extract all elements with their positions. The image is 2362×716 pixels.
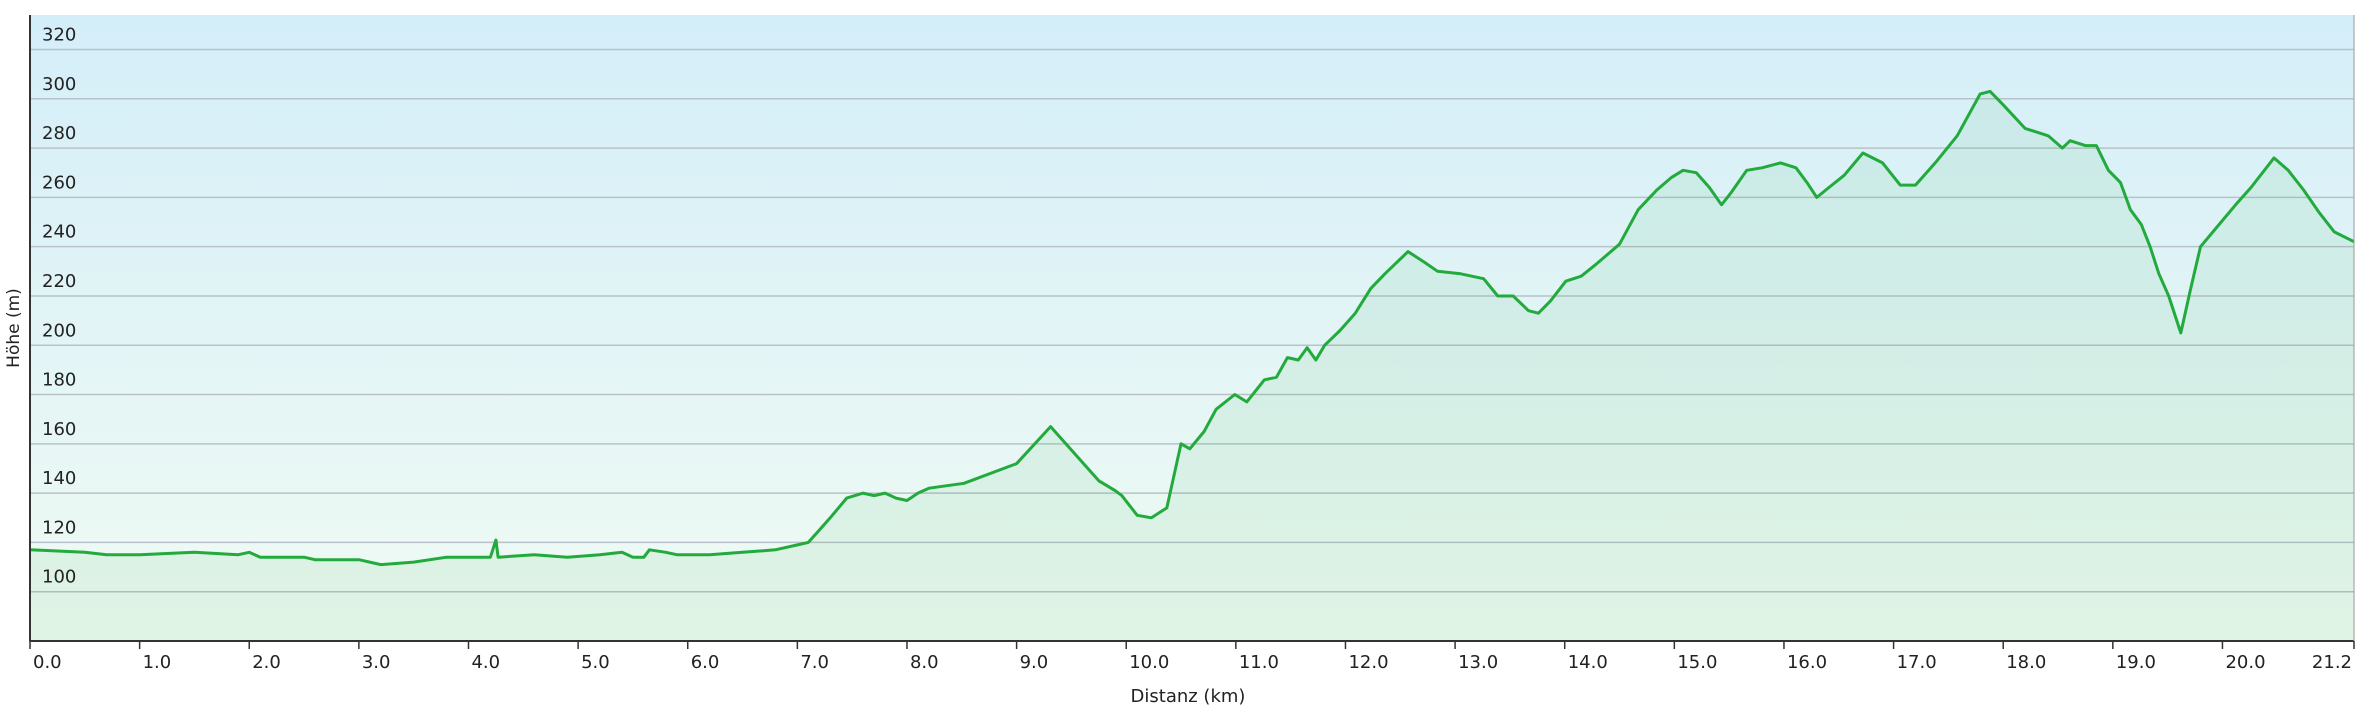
grid (30, 48, 2354, 593)
y-tick-label: 220 (42, 271, 76, 292)
x-tick-label: 20.0 (2225, 652, 2265, 673)
y-tick-label: 100 (42, 567, 76, 588)
y-tick-label: 240 (42, 222, 76, 243)
x-tick-label: 19.0 (2116, 652, 2156, 673)
y-axis-label: Höhe (m) (4, 288, 24, 368)
x-tick-label: 5.0 (581, 652, 610, 673)
x-tick-label: 8.0 (910, 652, 939, 673)
elevation-line (29, 89, 2355, 567)
y-tick-label: 160 (42, 419, 76, 440)
x-tick-label: 12.0 (1348, 652, 1388, 673)
x-tick-label: 14.0 (1568, 652, 1608, 673)
y-tick-label: 140 (42, 468, 76, 489)
x-tick-label: 18.0 (2006, 652, 2046, 673)
x-tick-label: 0.0 (33, 652, 62, 673)
x-tick-label: 6.0 (691, 652, 720, 673)
x-tick-label: 15.0 (1677, 652, 1717, 673)
y-tick-label: 260 (42, 172, 76, 193)
x-tick-label: 10.0 (1129, 652, 1169, 673)
x-tick-label: 4.0 (471, 652, 500, 673)
x-tick-label: 21.2 (2312, 652, 2352, 673)
y-tick-label: 120 (42, 517, 76, 538)
x-tick-label: 11.0 (1239, 652, 1279, 673)
x-tick-label: 9.0 (1020, 652, 1049, 673)
x-tick-label: 13.0 (1458, 652, 1498, 673)
y-tick-label: 180 (42, 370, 76, 391)
y-tick-label: 280 (42, 123, 76, 144)
marks (29, 89, 2355, 641)
x-axis-label: Distanz (km) (1131, 686, 1246, 707)
elevation-area (30, 91, 2354, 641)
y-tick-label: 300 (42, 74, 76, 95)
x-tick-label: 16.0 (1787, 652, 1827, 673)
y-tick-label: 320 (42, 25, 76, 46)
axes: 100 120 140 160 180 200 220 240 260 280 300 320 0.0 1… (29, 15, 2355, 673)
y-tick-label: 200 (42, 320, 76, 341)
x-tick-label: 7.0 (800, 652, 829, 673)
x-tick-label: 3.0 (362, 652, 391, 673)
x-tick-label: 1.0 (143, 652, 172, 673)
x-tick-label: 17.0 (1897, 652, 1937, 673)
x-tick-label: 2.0 (252, 652, 281, 673)
